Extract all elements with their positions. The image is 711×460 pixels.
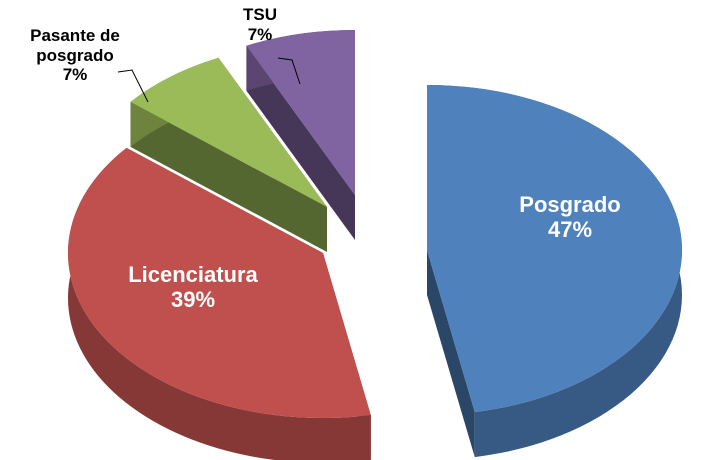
category-label: TSU bbox=[243, 5, 277, 24]
slice-side bbox=[427, 250, 475, 458]
slice-label: Pasante de posgrado 7% bbox=[5, 26, 145, 85]
slice-side bbox=[130, 101, 327, 252]
slice-side bbox=[68, 147, 371, 460]
slice-side bbox=[246, 45, 355, 240]
category-label: Pasante de posgrado bbox=[30, 26, 120, 65]
category-label: Licenciatura bbox=[128, 262, 258, 287]
slice-label: Posgrado 47% bbox=[505, 192, 635, 243]
value-label: 7% bbox=[62, 65, 88, 85]
category-label: Posgrado bbox=[519, 192, 621, 217]
slice bbox=[246, 30, 355, 195]
value-label: 7% bbox=[247, 24, 273, 44]
leader-line bbox=[117, 69, 149, 103]
slice bbox=[427, 85, 682, 413]
leader-line bbox=[277, 57, 301, 85]
slice bbox=[130, 57, 327, 207]
slice-label: Licenciatura 39% bbox=[108, 262, 278, 313]
slice-label: TSU 7% bbox=[220, 5, 300, 44]
value-label: 39% bbox=[170, 287, 216, 313]
value-label: 47% bbox=[547, 217, 593, 243]
slice bbox=[68, 147, 371, 418]
slices bbox=[68, 30, 682, 460]
